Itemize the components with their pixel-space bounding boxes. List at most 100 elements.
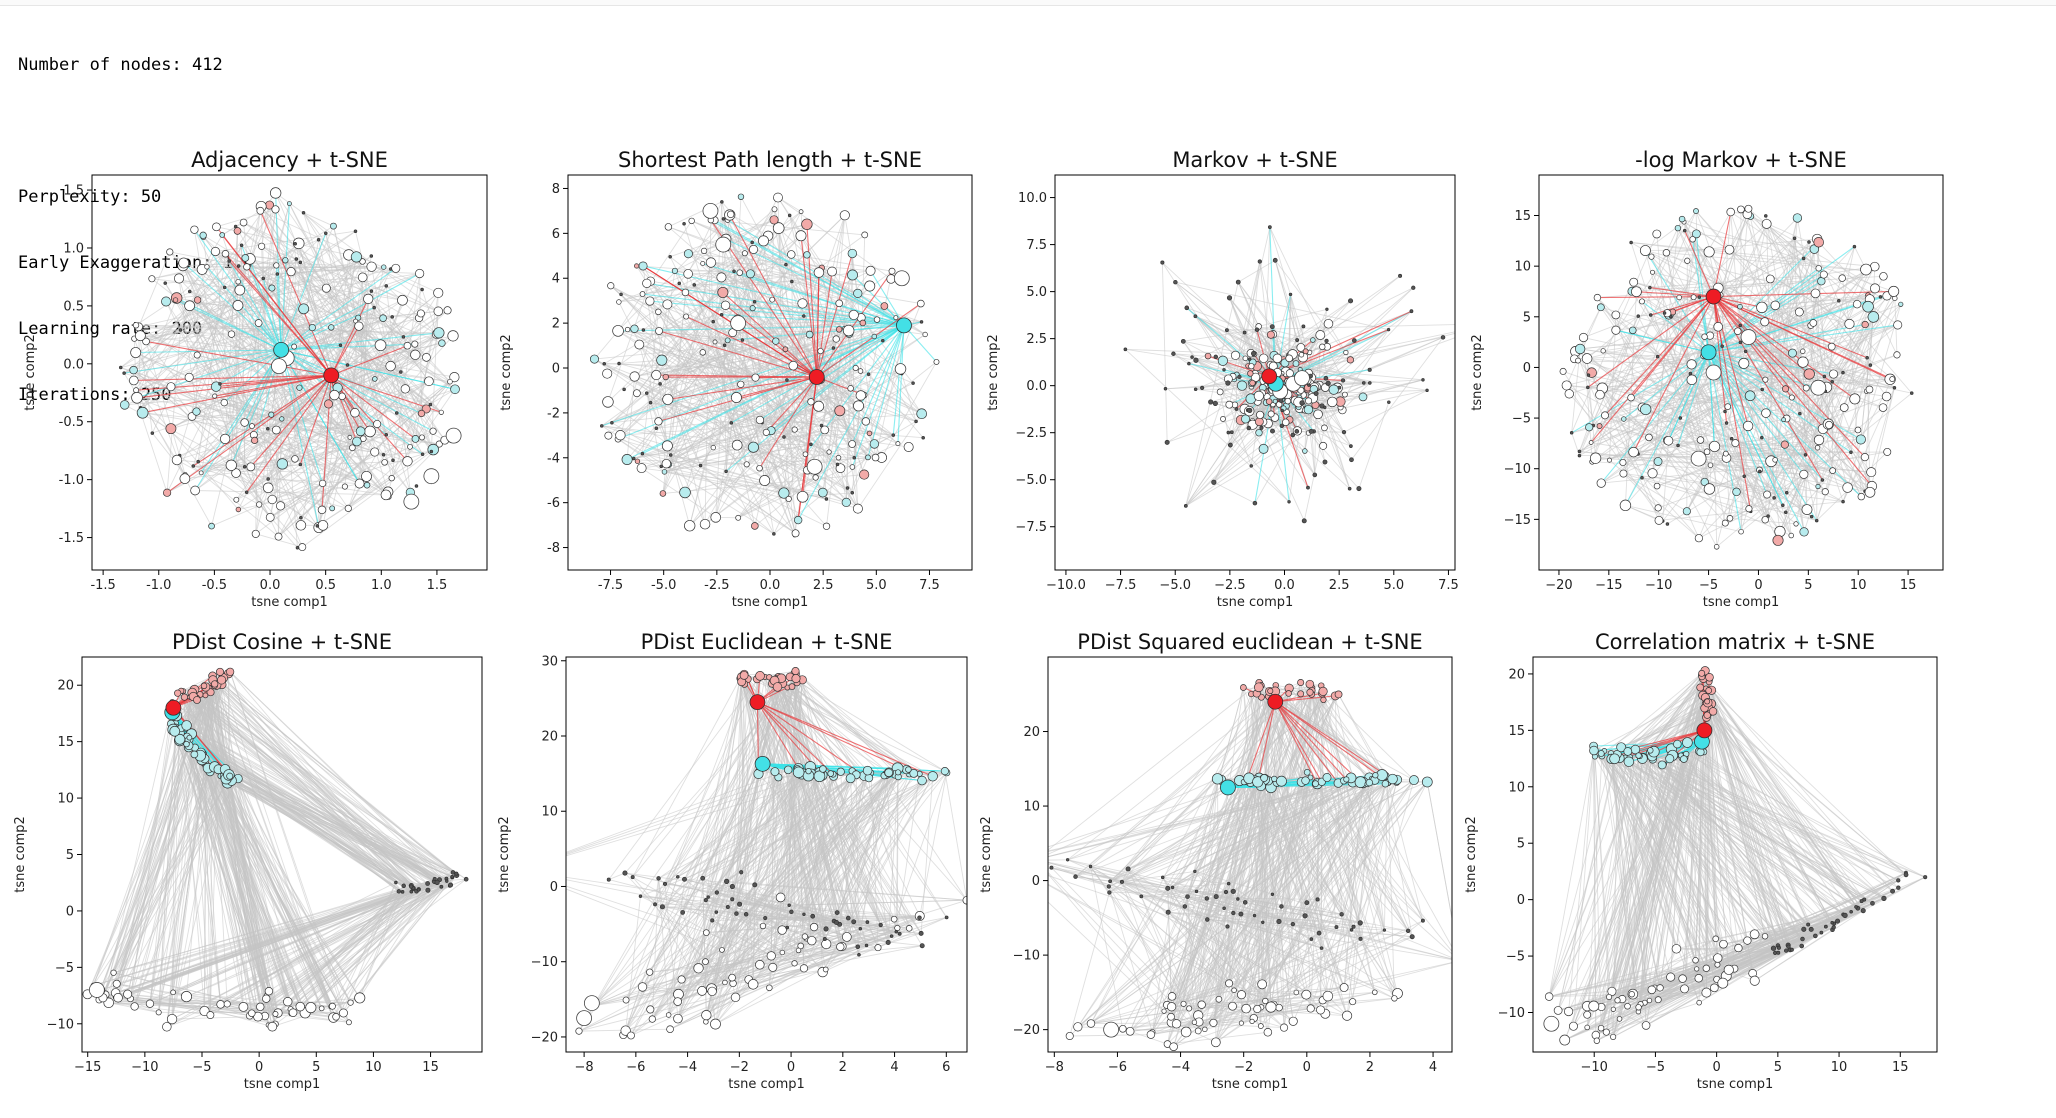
node	[1881, 391, 1892, 402]
output-line-nodes: Number of nodes: 412	[18, 55, 223, 75]
node	[1328, 384, 1339, 395]
node	[424, 376, 434, 387]
node	[1654, 515, 1664, 525]
node	[921, 435, 925, 440]
node	[807, 398, 815, 406]
edge-gray	[630, 1018, 653, 1036]
node	[791, 426, 798, 433]
node	[1302, 448, 1308, 454]
node	[1242, 330, 1247, 335]
node	[812, 474, 819, 481]
node	[254, 319, 263, 327]
node	[390, 315, 394, 319]
edge-red	[250, 375, 332, 468]
edge-cyan	[867, 325, 905, 458]
node	[272, 1011, 279, 1017]
edge-gray	[1321, 405, 1325, 428]
node	[1855, 434, 1866, 445]
subplot-5: PDist Cosine + t-SNE−15 −10 −5 0 5 10 15−10−50…	[13, 630, 483, 1092]
node	[1173, 279, 1178, 285]
node	[1638, 298, 1645, 305]
node	[787, 213, 792, 218]
node	[1738, 357, 1750, 369]
edge-red	[765, 376, 818, 433]
edge-gray	[1681, 218, 1894, 292]
node	[350, 251, 362, 263]
edge-gray	[351, 298, 369, 448]
node	[388, 475, 395, 482]
node	[793, 515, 803, 525]
nodes	[589, 192, 940, 538]
node-large	[423, 468, 440, 485]
node	[850, 491, 855, 495]
edge-red	[729, 214, 818, 378]
node	[730, 392, 742, 403]
node	[852, 456, 857, 460]
node	[752, 299, 757, 304]
node	[190, 225, 199, 234]
node	[1323, 318, 1334, 329]
node	[1387, 400, 1391, 404]
node	[1703, 448, 1711, 456]
edge-gray	[1161, 262, 1168, 443]
node	[633, 389, 641, 398]
node	[163, 281, 167, 285]
node	[735, 514, 742, 521]
edge-gray	[730, 214, 769, 237]
y-tick-label: 4	[552, 272, 560, 287]
node	[190, 750, 199, 759]
edge-gray	[235, 209, 276, 474]
node	[391, 458, 395, 462]
y-tick-label: -6	[547, 496, 560, 511]
edge-gray	[1623, 473, 1688, 512]
node	[787, 250, 796, 259]
y-tick-label: 8	[552, 182, 560, 197]
node	[848, 309, 859, 321]
node	[359, 258, 366, 265]
edges-gray	[566, 670, 967, 1036]
edge-gray	[191, 692, 412, 886]
y-axis-label: tsne comp2	[986, 334, 1001, 411]
node	[1305, 397, 1313, 405]
edge-gray	[203, 685, 230, 776]
node	[1184, 305, 1190, 311]
node	[1628, 446, 1639, 458]
edge-red	[1630, 296, 1714, 398]
node	[186, 734, 193, 741]
node	[755, 415, 765, 425]
node	[1307, 383, 1311, 387]
node	[1303, 404, 1314, 415]
node	[1163, 387, 1168, 391]
node	[246, 462, 256, 472]
node	[273, 262, 280, 269]
edge-gray	[662, 906, 734, 984]
y-axis-label: tsne comp2	[13, 816, 28, 893]
edge-gray	[1274, 260, 1351, 361]
edge-gray	[819, 776, 923, 946]
y-tick-label: −10	[47, 1017, 74, 1032]
subplot-title: -log Markov + t-SNE	[1635, 148, 1847, 172]
node	[292, 237, 305, 250]
edge-gray	[1779, 452, 1852, 532]
node	[381, 452, 386, 457]
edge-gray	[1683, 221, 1850, 325]
node	[1575, 357, 1581, 364]
edge-gray	[1258, 325, 1313, 341]
x-tick-label: −5	[192, 1060, 211, 1075]
edge-gray	[303, 212, 334, 227]
y-tick-label: 2	[552, 317, 560, 332]
subplot-3: Markov + t-SNE−10.0 −7.5 −5.0 −2.5 0.0 2.5 5.0…	[986, 148, 1459, 610]
node	[688, 217, 695, 225]
node	[785, 495, 792, 503]
node	[401, 335, 406, 339]
edge-cyan	[617, 324, 905, 440]
edge-gray	[641, 467, 716, 518]
node	[1724, 403, 1732, 410]
node	[1569, 431, 1574, 435]
edge-gray	[1656, 423, 1829, 487]
edge-gray	[919, 772, 948, 918]
node	[438, 409, 444, 415]
edge-gray	[191, 204, 270, 417]
plot-area	[82, 667, 469, 1032]
node	[400, 890, 405, 894]
